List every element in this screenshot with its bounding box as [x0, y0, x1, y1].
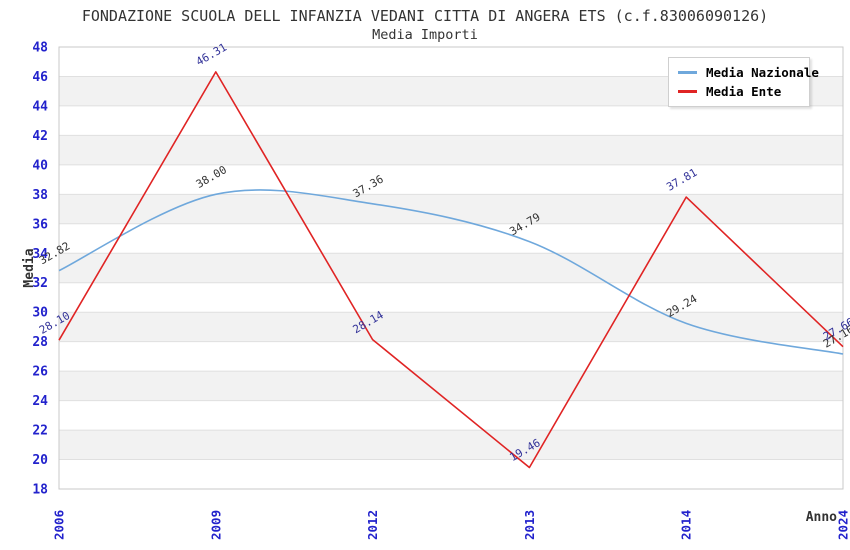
x-axis-title: Anno	[806, 510, 837, 525]
x-tick-label: 2009	[208, 510, 223, 540]
plot-band	[59, 253, 843, 283]
y-tick-label: 44	[32, 99, 48, 114]
legend-item-media-ente: Media Ente	[678, 82, 800, 101]
x-tick-label: 2024	[836, 510, 850, 540]
plot-band	[59, 135, 843, 165]
series-line-media-ente	[58, 71, 844, 469]
y-tick-label: 34	[32, 247, 48, 262]
plot-band	[59, 105, 843, 136]
legend-label: Media Nazionale	[706, 65, 819, 80]
y-tick-label: 28	[32, 335, 48, 350]
plot-band	[59, 312, 843, 342]
plot-band	[59, 164, 843, 195]
y-tick-label: 24	[32, 394, 48, 409]
plot-band	[59, 459, 843, 489]
legend: Media Nazionale Media Ente	[668, 57, 819, 107]
plot-border	[58, 46, 844, 490]
plot-band	[59, 371, 843, 401]
chart-subtitle: Media Importi	[372, 27, 478, 43]
plot-band	[59, 194, 843, 224]
y-tick-label: 32	[32, 276, 48, 291]
plot-band	[59, 400, 843, 431]
chart-title: FONDAZIONE SCUOLA DELL INFANZIA VEDANI C…	[81, 7, 769, 25]
x-tick-label: 2006	[52, 510, 67, 540]
plot-band	[59, 223, 843, 254]
y-tick-label: 18	[32, 483, 48, 498]
x-tick-label: 2012	[365, 510, 380, 540]
y-tick-label: 40	[32, 158, 48, 173]
series-line-media-nazionale	[58, 189, 844, 355]
y-tick-label: 22	[32, 424, 48, 439]
y-tick-label: 48	[32, 41, 48, 56]
y-tick-label: 30	[32, 306, 48, 321]
media-ente-line-swatch	[678, 90, 697, 93]
y-tick-label: 38	[32, 188, 48, 203]
legend-item-media-nazionale: Media Nazionale	[678, 63, 819, 82]
plot-band	[59, 341, 843, 372]
y-axis-title: Media	[22, 248, 37, 287]
y-tick-label: 42	[32, 129, 48, 144]
x-tick-label: 2014	[679, 510, 694, 540]
plot-band	[59, 430, 843, 460]
y-tick-label: 20	[32, 453, 48, 468]
x-tick-label: 2013	[522, 510, 537, 540]
plot-band	[59, 282, 843, 313]
legend-label: Media Ente	[706, 84, 782, 99]
y-tick-label: 46	[32, 70, 48, 85]
y-tick-label: 36	[32, 217, 48, 232]
media-nazionale-line-swatch	[678, 71, 697, 74]
y-tick-label: 26	[32, 365, 48, 380]
